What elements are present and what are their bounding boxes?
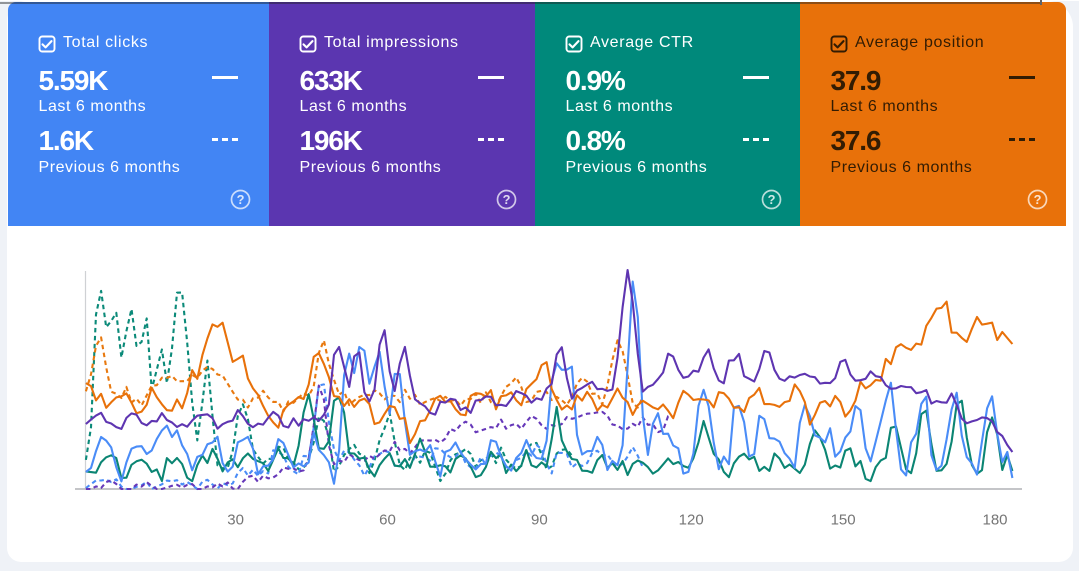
svg-text:?: ? xyxy=(768,192,776,207)
svg-text:150: 150 xyxy=(831,512,856,529)
svg-text:?: ? xyxy=(1034,192,1042,207)
svg-text:120: 120 xyxy=(679,512,704,529)
svg-text:?: ? xyxy=(237,192,245,207)
svg-text:?: ? xyxy=(503,192,511,207)
svg-text:90: 90 xyxy=(531,512,548,529)
svg-text:180: 180 xyxy=(982,512,1007,529)
svg-text:30: 30 xyxy=(227,512,244,529)
svg-text:60: 60 xyxy=(379,512,396,529)
